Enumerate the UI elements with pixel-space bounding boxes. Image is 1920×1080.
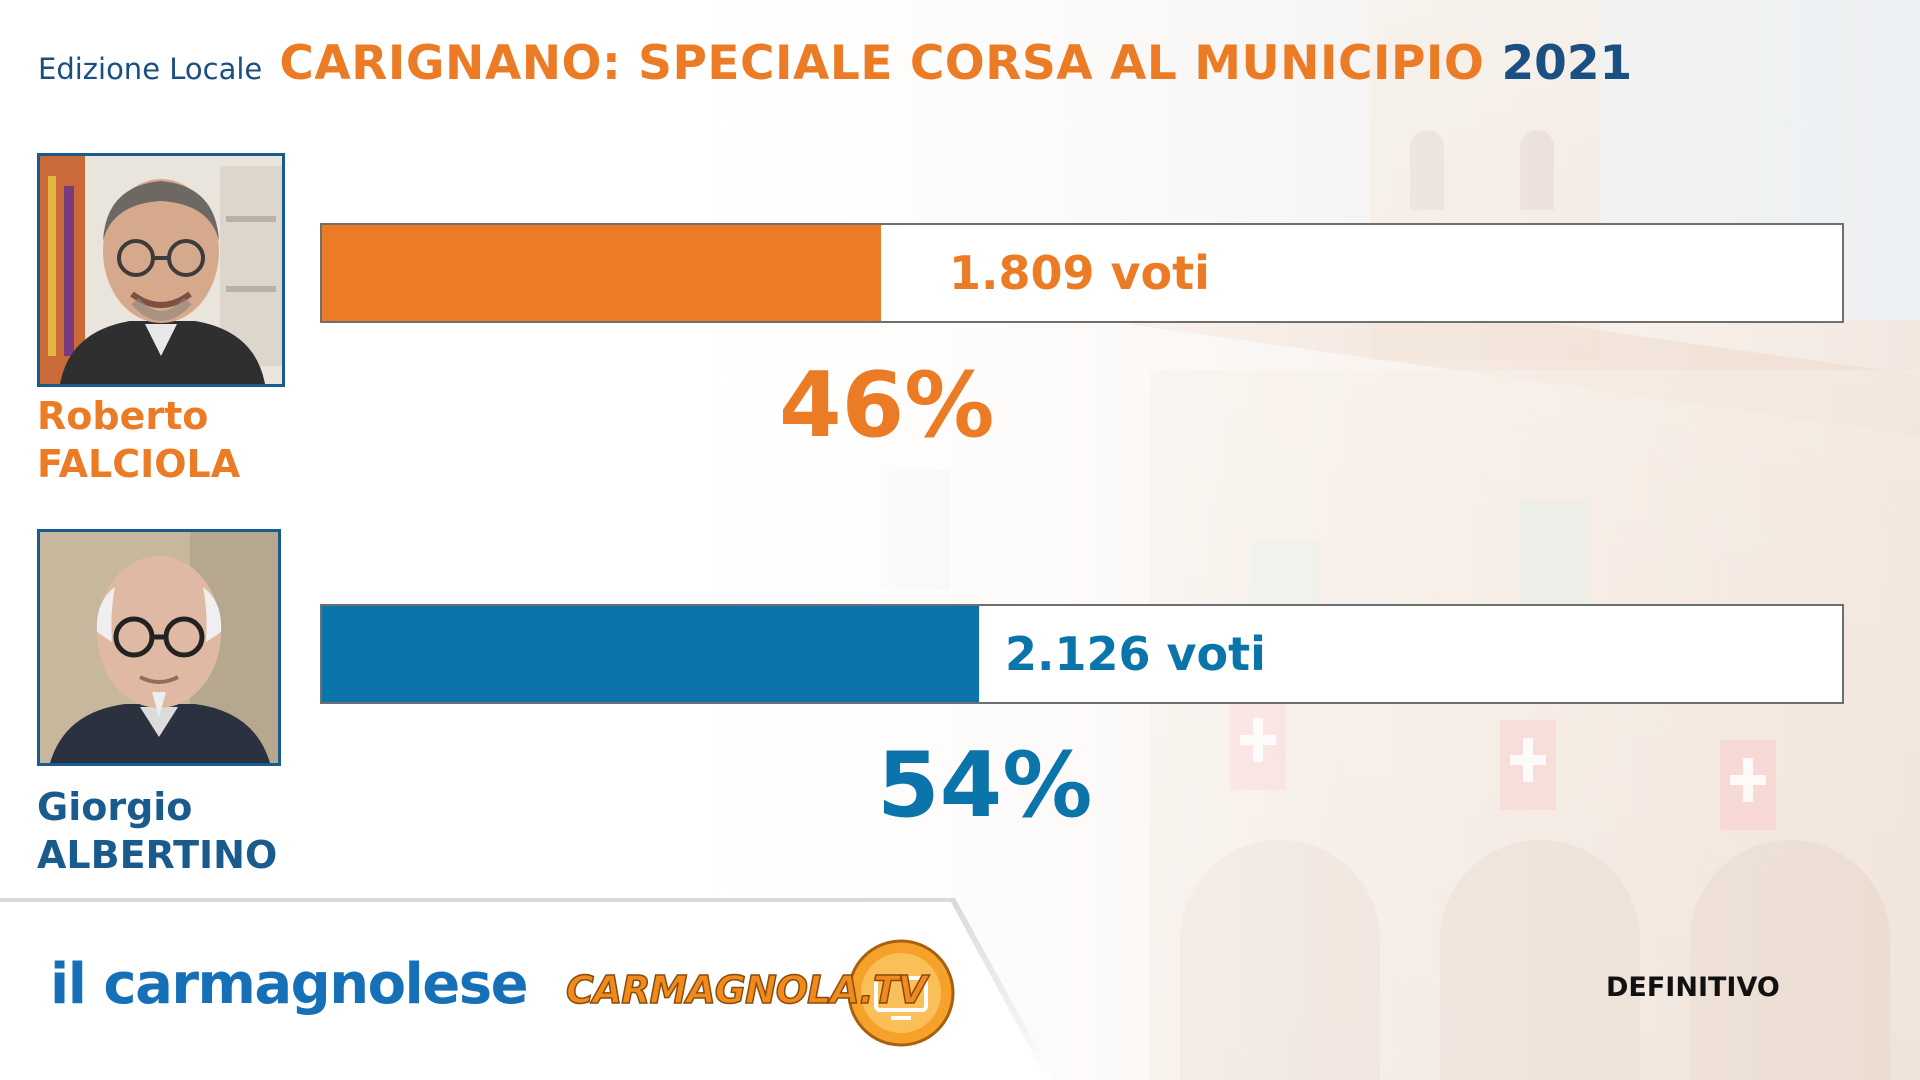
- candidate-1-votes: 1.809 voti: [949, 246, 1210, 300]
- footer-panel: [0, 898, 1060, 1080]
- candidate-1-bar-track: 1.809 voti: [320, 223, 1844, 323]
- candidate-1-photo: [37, 153, 285, 387]
- il-carmagnolese-logo: il carmagnolese: [50, 952, 529, 1017]
- candidate-1-bar: [322, 225, 881, 321]
- candidate-2-bar-track: 2.126 voti: [320, 604, 1844, 704]
- page-title: CARIGNANO: SPECIALE CORSA AL MUNICIPIO: [279, 36, 1485, 91]
- candidate-2-last-name: ALBERTINO: [37, 833, 278, 877]
- candidate-2-photo: [37, 529, 281, 766]
- tv-screen-icon: [847, 939, 955, 1047]
- candidate-1-first-name: Roberto: [37, 394, 209, 438]
- candidate-2-percent: 54%: [877, 733, 1093, 838]
- candidate-1-last-name: FALCIOLA: [37, 442, 241, 486]
- candidate-1-name: Roberto FALCIOLA: [37, 392, 240, 488]
- candidate-1-percent: 46%: [779, 353, 995, 458]
- title-year: 2021: [1501, 36, 1633, 91]
- carmagnola-tv-logo: CARMAGNOLA.TV: [565, 938, 955, 1048]
- carmagnola-tv-wordmark: CARMAGNOLA.TV: [565, 967, 928, 1013]
- status-label: DEFINITIVO: [1606, 972, 1780, 1003]
- candidate-2-first-name: Giorgio: [37, 785, 193, 829]
- candidate-2-name: Giorgio ALBERTINO: [37, 783, 277, 879]
- edition-label: Edizione Locale: [38, 52, 263, 86]
- candidate-2-votes: 2.126 voti: [1005, 627, 1266, 681]
- page-header: Edizione Locale CARIGNANO: SPECIALE CORS…: [38, 36, 1632, 91]
- candidate-2-bar: [322, 606, 979, 702]
